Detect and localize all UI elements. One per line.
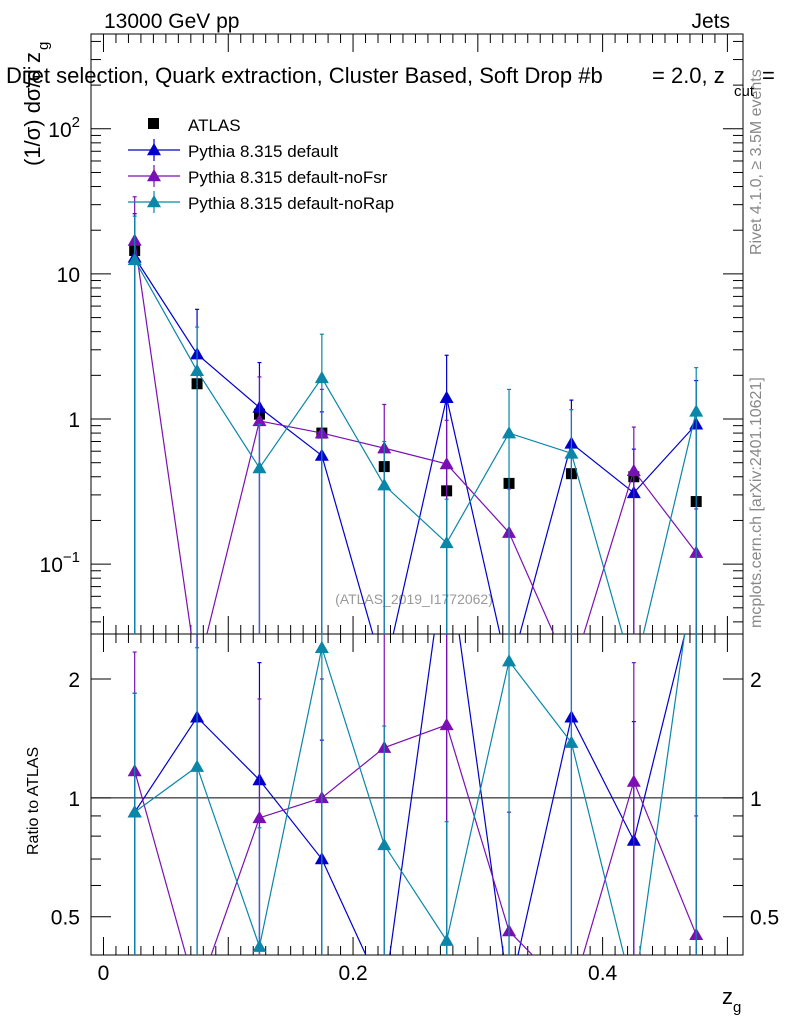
legend-marker-noFsr: [147, 169, 161, 182]
ratio-y-tick-label-left: 1: [68, 788, 80, 811]
ratio-y-tick-label-right: 2: [750, 669, 762, 692]
data-point-noRap: [689, 404, 704, 417]
legend: ATLAS Pythia 8.315 default Pythia 8.315 de…: [128, 116, 394, 213]
data-point-default: [439, 390, 454, 404]
data-point-noRap: [377, 478, 392, 491]
main-y-tick-label-exp: 2: [72, 114, 80, 131]
ratio-point-noRap: [377, 837, 392, 851]
main-y-tick-label: 10: [57, 264, 80, 287]
ratio-point-noRap: [127, 805, 142, 818]
ratio-point-noFsr: [190, 988, 204, 1000]
ratio-point-noFsr: [626, 774, 641, 787]
ratio-point-noRap: [564, 735, 579, 748]
data-point-noRap: [252, 460, 267, 474]
data-point-noRap: [127, 252, 142, 266]
plot-title-sub: cut: [734, 83, 755, 100]
ratio-line-noRap: [134, 634, 686, 955]
plot-title-end: =: [762, 63, 775, 88]
ratio-series-group: [127, 634, 704, 1000]
ratio-line-default: [134, 634, 686, 955]
x-axis-label: zg: [722, 984, 741, 1016]
ratio-point-noRap: [502, 654, 517, 667]
main-y-tick-label-base: 10: [40, 554, 63, 577]
main-y-tick-label: 102: [48, 114, 80, 142]
x-tick-label: 0: [98, 962, 110, 985]
energy-label: 13000 GeV pp: [104, 10, 239, 33]
ratio-point-default: [502, 988, 516, 1000]
ratio-y-tick-label-left: 2: [68, 669, 80, 692]
main-series-group: [127, 196, 704, 634]
series-line-default: [134, 257, 697, 634]
legend-marker-noRap: [147, 195, 161, 208]
x-label-sub: g: [733, 999, 741, 1016]
mcplots-label: mcplots.cern.ch [arXiv:2401.10621]: [748, 377, 765, 628]
ratio-point-noRap: [190, 759, 205, 772]
data-point-noRap: [190, 363, 205, 377]
data-point-noFsr: [252, 413, 267, 427]
legend-label-noFsr: Pythia 8.315 default-noFsr: [188, 168, 388, 187]
ratio-point-noFsr: [564, 988, 578, 1000]
main-y-label-text: (1/σ) dσ/d z: [20, 52, 45, 166]
ratio-y-tick-label-right: 1: [750, 788, 762, 811]
data-point-noFsr: [626, 463, 641, 477]
ratio-line-noFsr: [134, 724, 697, 955]
data-point-noRap: [314, 370, 329, 384]
legend-label-default: Pythia 8.315 default: [188, 142, 339, 161]
x-tick-label: 0.4: [588, 962, 618, 985]
ratio-y-tick-label-left: 0.5: [51, 907, 80, 930]
data-point-noRap: [439, 535, 454, 549]
legend-label-noRap: Pythia 8.315 default-noRap: [188, 194, 394, 213]
ratio-axis-ticks: 2 2 1 1 0.5 0.5: [51, 669, 779, 956]
ratio-point-noFsr: [439, 717, 454, 731]
analysis-watermark: (ATLAS_2019_I1772062): [335, 591, 493, 607]
data-point-noRap: [502, 426, 517, 439]
plot-title-tail-main: = 2.0, z: [652, 63, 725, 88]
data-point-noRap: [564, 446, 579, 459]
ratio-y-tick-label-right: 0.5: [750, 907, 779, 930]
ratio-point-noRap: [439, 933, 454, 946]
series-line-noFsr: [134, 240, 697, 634]
series-line-noRap: [134, 259, 697, 634]
ratio-plot-frame: [90, 633, 744, 956]
ratio-point-noRap: [314, 640, 329, 653]
x-label-text: z: [722, 984, 733, 1009]
legend-label-ATLAS: ATLAS: [188, 116, 241, 135]
plot-title-tail: = 2.0, z: [652, 63, 725, 88]
plot-title-main: Dijet selection, Quark extraction, Clust…: [6, 63, 603, 88]
main-y-tick-label: 1: [68, 409, 80, 432]
ratio-point-noRap: [627, 988, 641, 1000]
legend-marker-default: [147, 143, 161, 156]
main-y-tick-label-base: 10: [48, 119, 71, 142]
main-y-tick-label: 10−1: [40, 549, 80, 577]
main-y-axis-label: (1/σ) dσ/d z g: [20, 42, 52, 166]
svg-text:(1/σ) dσ/d zg: (1/σ) dσ/d z g: [20, 42, 52, 166]
plot-title: Dijet selection, Quark extraction, Clust…: [6, 63, 603, 88]
ratio-y-axis-label: Ratio to ATLAS: [25, 747, 42, 855]
main-y-tick-label-exp: −1: [63, 549, 80, 566]
x-tick-label: 0.2: [338, 962, 367, 985]
rivet-version-label: Rivet 4.1.0, ≥ 3.5M events: [748, 69, 765, 255]
main-y-tick-label-base: 1: [68, 409, 80, 432]
category-label: Jets: [691, 10, 730, 33]
legend-marker-ATLAS: [148, 118, 159, 129]
main-y-tick-label-base: 10: [57, 264, 80, 287]
ratio-point-default: [377, 988, 391, 1000]
ratio-point-noFsr: [252, 810, 267, 824]
ratio-point-noRap: [252, 939, 267, 952]
data-point-noFsr: [439, 456, 454, 470]
main-y-label-sub: g: [35, 42, 52, 50]
